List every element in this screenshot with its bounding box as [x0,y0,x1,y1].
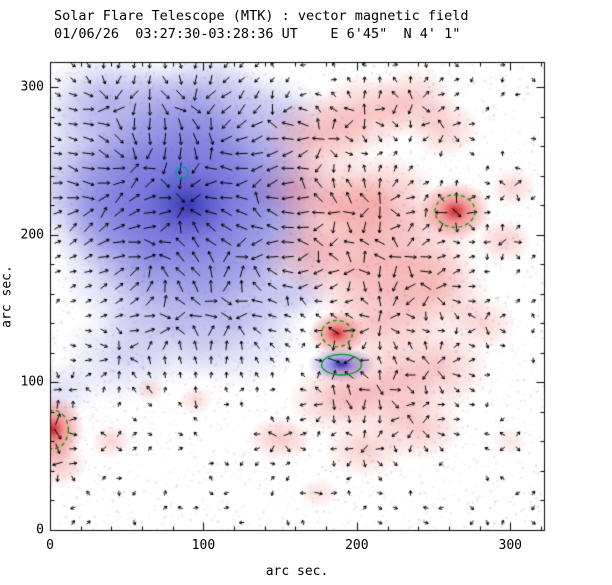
y-axis-label: arc sec. [0,265,15,328]
x-tick-label: 0 [46,538,54,553]
y-tick-label: 300 [20,79,44,95]
x-tick-label: 300 [498,538,522,553]
y-tick-label: 100 [20,374,44,390]
x-tick-label: 100 [191,538,216,553]
x-tick-label: 200 [345,538,369,553]
y-tick-label: 200 [20,227,44,243]
x-axis-label: arc sec. [265,564,329,579]
y-tick-label: 0 [36,522,44,538]
